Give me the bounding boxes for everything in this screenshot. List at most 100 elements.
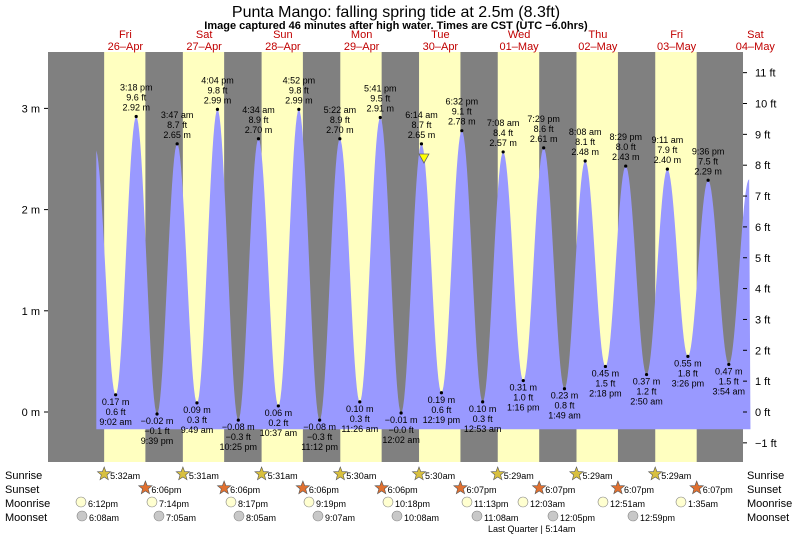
extreme-ft: 8.7 ft	[167, 120, 188, 130]
extreme-m: 0.09 m	[183, 405, 211, 415]
day-name: Mon	[351, 29, 372, 41]
extreme-m: −0.02 m	[141, 416, 174, 426]
sunrise-label-right: Sunrise	[747, 470, 784, 482]
moonrise-icon	[597, 496, 609, 508]
extreme-ft: 0.3 ft	[473, 414, 494, 424]
extreme-m: 0.31 m	[510, 383, 538, 393]
extreme-time: 12:19 pm	[423, 415, 461, 425]
moon-phase: Last Quarter | 5:14am	[488, 524, 575, 534]
extreme-m: 2.65 m	[163, 130, 191, 140]
left-tick-label: 1 m	[22, 306, 40, 318]
sunrise-time: 5:31am	[268, 471, 298, 481]
extreme-time: 8:29 pm	[609, 132, 642, 142]
extreme-point	[419, 142, 424, 146]
sunset-time: 6:07pm	[703, 485, 733, 495]
day-date: 28–Apr	[265, 41, 301, 53]
extreme-ft: 7.5 ft	[698, 156, 719, 166]
extreme-m: 2.40 m	[654, 155, 682, 165]
extreme-point	[338, 137, 342, 141]
extreme-point	[727, 362, 731, 367]
sun-icon	[175, 466, 191, 481]
day-name: Sun	[273, 29, 293, 41]
moonset-time: 12:05pm	[560, 513, 595, 523]
extreme-ft: 0.3 ft	[350, 414, 371, 424]
extreme-point	[276, 404, 280, 408]
extreme-point	[175, 142, 179, 146]
moonrise-icon	[382, 496, 394, 508]
moonset-time: 9:07am	[325, 513, 355, 523]
moonrise-time: 12:51am	[610, 499, 645, 509]
extreme-point	[215, 107, 220, 112]
extreme-m: 2.29 m	[694, 166, 722, 176]
moonset-label-left: Moonset	[5, 512, 47, 524]
extreme-point	[501, 150, 505, 154]
moonrise-time: 7:14pm	[159, 499, 189, 509]
sun-icon	[531, 480, 547, 495]
sunrise-time: 5:29am	[504, 471, 534, 481]
sunrise-time: 5:32am	[110, 471, 140, 481]
tide-extremes: 0.17 m0.6 ft9:02 am3:18 pm9.6 ft2.92 m−0…	[99, 75, 745, 452]
extreme-time: 9:49 am	[181, 425, 214, 435]
extreme-ft: 1.5 ft	[595, 378, 616, 388]
extreme-m: 2.70 m	[245, 125, 273, 135]
right-tick-label: 9 ft	[755, 129, 770, 141]
sun-icon	[96, 466, 112, 481]
extreme-m: 2.57 m	[489, 138, 517, 148]
moonset-icon	[471, 510, 483, 522]
sun-icon	[490, 466, 506, 481]
extreme-time: 7:08 am	[487, 118, 520, 128]
extreme-m: 2.43 m	[612, 152, 640, 162]
extreme-m: 0.55 m	[674, 358, 702, 368]
sun-icon	[568, 466, 584, 481]
extreme-time: 9:02 am	[99, 417, 132, 427]
sun-icon	[374, 480, 390, 495]
sunrise-time: 5:29am	[582, 471, 612, 481]
extreme-point	[521, 379, 525, 383]
sunset-label-left: Sunset	[5, 484, 39, 496]
extreme-point	[195, 401, 199, 405]
day-date: 27–Apr	[186, 41, 222, 53]
day-name: Fri	[119, 29, 132, 41]
extreme-time: 3:47 am	[161, 110, 194, 120]
now-marker	[418, 153, 430, 164]
day-name: Thu	[588, 29, 607, 41]
extreme-time: 1:49 am	[548, 411, 581, 421]
extreme-point	[644, 372, 649, 377]
day-labels: Fri26–AprSat27–AprSun28–AprMon29–AprTue3…	[108, 29, 776, 53]
extreme-time: 10:37 am	[260, 428, 298, 438]
extreme-point	[297, 107, 301, 112]
moonrise-icon	[675, 496, 687, 508]
extreme-ft: 1.8 ft	[678, 368, 699, 378]
moonrise-label-right: Moonrise	[747, 498, 792, 510]
day-name: Sat	[747, 29, 764, 41]
left-tick-label: 3 m	[22, 103, 40, 115]
sun-icon	[689, 480, 705, 495]
extreme-point	[624, 164, 628, 168]
sunrise-label-left: Sunrise	[5, 470, 42, 482]
moonset-icon	[627, 510, 639, 522]
sun-icon	[332, 466, 348, 481]
extreme-point	[256, 137, 261, 141]
sun-icon	[254, 466, 270, 481]
moonrise-label-left: Moonrise	[5, 498, 50, 510]
extreme-point	[583, 159, 587, 163]
axes: 0 m 1 m 2 m 3 m −1 ft 0 ft 1 ft 2 ft 3 ft 4 ft 5 f…	[22, 68, 777, 450]
right-tick-label: 7 ft	[755, 191, 770, 203]
extreme-m: 0.23 m	[551, 391, 579, 401]
extreme-m: 2.99 m	[204, 95, 232, 105]
extreme-time: 2:18 pm	[589, 388, 622, 398]
day-name: Tue	[431, 29, 450, 41]
extreme-ft: 1.0 ft	[513, 393, 534, 403]
sun-icon	[647, 466, 663, 481]
extreme-ft: −0.0 ft	[388, 425, 414, 435]
extreme-ft: 0.3 ft	[187, 415, 208, 425]
moonrise-time: 11:13pm	[474, 499, 508, 509]
right-tick-label: 5 ft	[755, 253, 770, 265]
right-tick-label: 3 ft	[755, 314, 770, 326]
moonset-time: 11:08am	[484, 513, 518, 523]
extreme-time: 4:52 pm	[283, 75, 316, 85]
extreme-point	[399, 411, 403, 415]
sunset-time: 6:07pm	[466, 485, 496, 495]
extreme-time: 12:53 am	[464, 424, 502, 434]
extreme-ft: 9.8 ft	[207, 85, 228, 95]
